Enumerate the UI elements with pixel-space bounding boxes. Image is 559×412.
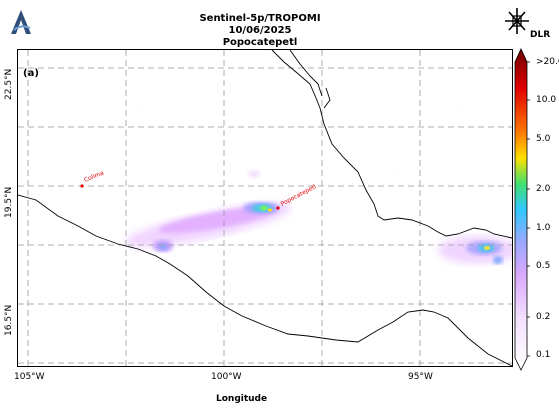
map-canvas: Colima Popocatepetl bbox=[18, 50, 512, 366]
title-line-2: 10/06/2025 bbox=[228, 25, 292, 36]
colorbar-tick-0-2: 0.2 bbox=[536, 312, 551, 322]
colorbar bbox=[514, 48, 530, 371]
site-label-popocatepetl: Popocatepetl bbox=[280, 183, 318, 208]
lon-label-100: 100°W bbox=[211, 372, 242, 382]
lon-label-95: 95°W bbox=[408, 372, 433, 382]
lat-label-19-5: 19.5°N bbox=[4, 186, 14, 218]
agency-logo-icon bbox=[8, 8, 34, 44]
colorbar-tick-0-5: 0.5 bbox=[536, 261, 551, 271]
lat-label-16-5: 16.5°N bbox=[4, 304, 14, 336]
so2-plume bbox=[124, 170, 512, 264]
coastline bbox=[18, 50, 512, 366]
site-label-colima: Colima bbox=[83, 169, 105, 183]
colorbar-tick-10: 10.0 bbox=[536, 95, 557, 105]
site-popocatepetl: Popocatepetl bbox=[276, 183, 318, 210]
background-speckle bbox=[77, 89, 459, 331]
title-line-3: Popocatepetl bbox=[222, 37, 298, 48]
x-axis-label: Longitude bbox=[216, 394, 268, 404]
title-line-1: Sentinel-5p/TROPOMI bbox=[199, 13, 321, 24]
site-colima: Colima bbox=[80, 169, 105, 188]
lat-label-22-5: 22.5°N bbox=[4, 68, 14, 100]
panel-label: (a) bbox=[23, 68, 39, 79]
colorbar-tick-5: 5.0 bbox=[536, 134, 551, 144]
graticule bbox=[18, 50, 512, 366]
lon-label-105: 105°W bbox=[14, 372, 45, 382]
map-panel: Colima Popocatepetl (a) bbox=[17, 49, 513, 367]
colorbar-tick-1: 1.0 bbox=[536, 223, 551, 233]
colorbar-tick-0-1: 0.1 bbox=[536, 350, 551, 360]
dlr-label: DLR bbox=[530, 30, 551, 40]
colorbar-tick-20: >20.0 bbox=[536, 57, 559, 67]
colorbar-tick-2: 2.0 bbox=[536, 184, 551, 194]
dlr-logo-icon bbox=[505, 8, 545, 42]
